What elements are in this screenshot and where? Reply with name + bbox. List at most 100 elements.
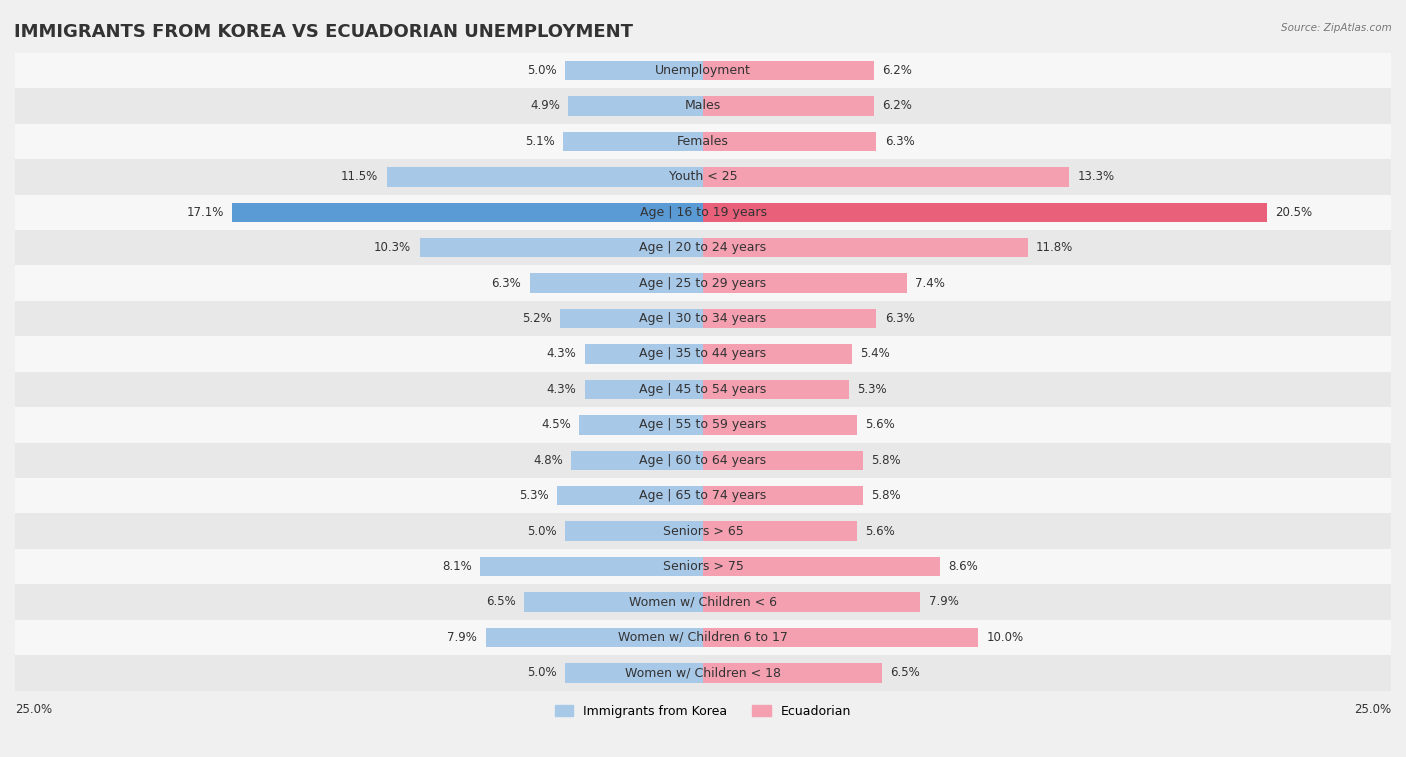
Text: Women w/ Children < 6: Women w/ Children < 6 xyxy=(628,596,778,609)
Bar xyxy=(703,238,1028,257)
Text: 5.3%: 5.3% xyxy=(858,383,887,396)
Text: 11.8%: 11.8% xyxy=(1036,241,1073,254)
Bar xyxy=(15,478,1391,513)
Bar xyxy=(565,663,703,683)
Text: 6.3%: 6.3% xyxy=(884,312,914,325)
Text: 5.8%: 5.8% xyxy=(870,489,900,502)
Bar xyxy=(524,592,703,612)
Text: 4.3%: 4.3% xyxy=(547,383,576,396)
Text: Age | 30 to 34 years: Age | 30 to 34 years xyxy=(640,312,766,325)
Bar xyxy=(703,380,849,399)
Bar xyxy=(703,415,858,435)
Bar xyxy=(703,273,907,293)
Text: 5.1%: 5.1% xyxy=(524,135,554,148)
Text: 5.6%: 5.6% xyxy=(865,419,896,431)
Text: Age | 55 to 59 years: Age | 55 to 59 years xyxy=(640,419,766,431)
Text: Males: Males xyxy=(685,99,721,113)
Text: Youth < 25: Youth < 25 xyxy=(669,170,737,183)
Bar xyxy=(387,167,703,186)
Text: 10.3%: 10.3% xyxy=(374,241,412,254)
Bar xyxy=(585,380,703,399)
Bar xyxy=(703,61,873,80)
Bar xyxy=(571,450,703,470)
Text: 6.5%: 6.5% xyxy=(486,596,516,609)
Bar xyxy=(15,159,1391,195)
Bar xyxy=(703,309,876,329)
Bar xyxy=(703,96,873,116)
Text: 4.3%: 4.3% xyxy=(547,347,576,360)
Bar xyxy=(15,620,1391,655)
Bar xyxy=(703,167,1069,186)
Text: 6.5%: 6.5% xyxy=(890,666,920,679)
Bar xyxy=(479,557,703,576)
Bar xyxy=(703,486,863,506)
Bar xyxy=(15,549,1391,584)
Text: 7.4%: 7.4% xyxy=(915,276,945,290)
Bar xyxy=(485,628,703,647)
Text: Age | 45 to 54 years: Age | 45 to 54 years xyxy=(640,383,766,396)
Bar xyxy=(15,195,1391,230)
Bar xyxy=(15,89,1391,123)
Text: Age | 60 to 64 years: Age | 60 to 64 years xyxy=(640,453,766,467)
Text: 5.8%: 5.8% xyxy=(870,453,900,467)
Bar xyxy=(585,344,703,363)
Text: IMMIGRANTS FROM KOREA VS ECUADORIAN UNEMPLOYMENT: IMMIGRANTS FROM KOREA VS ECUADORIAN UNEM… xyxy=(14,23,633,41)
Bar xyxy=(703,522,858,541)
Bar xyxy=(562,132,703,151)
Text: 5.0%: 5.0% xyxy=(527,525,557,537)
Text: 7.9%: 7.9% xyxy=(447,631,477,644)
Text: 4.8%: 4.8% xyxy=(533,453,562,467)
Bar xyxy=(703,628,979,647)
Bar xyxy=(419,238,703,257)
Bar xyxy=(15,230,1391,266)
Bar xyxy=(703,132,876,151)
Bar xyxy=(703,592,921,612)
Text: 11.5%: 11.5% xyxy=(342,170,378,183)
Bar xyxy=(703,663,882,683)
Text: 5.2%: 5.2% xyxy=(522,312,551,325)
Text: Women w/ Children < 18: Women w/ Children < 18 xyxy=(626,666,780,679)
Text: 25.0%: 25.0% xyxy=(1354,703,1391,716)
Bar xyxy=(703,203,1267,222)
Text: Age | 65 to 74 years: Age | 65 to 74 years xyxy=(640,489,766,502)
Text: 4.5%: 4.5% xyxy=(541,419,571,431)
Bar xyxy=(703,557,939,576)
Text: 6.3%: 6.3% xyxy=(492,276,522,290)
Bar xyxy=(568,96,703,116)
Legend: Immigrants from Korea, Ecuadorian: Immigrants from Korea, Ecuadorian xyxy=(550,699,856,723)
Text: 5.6%: 5.6% xyxy=(865,525,896,537)
Bar xyxy=(232,203,703,222)
Text: 8.6%: 8.6% xyxy=(948,560,977,573)
Bar xyxy=(565,61,703,80)
Bar xyxy=(560,309,703,329)
Bar xyxy=(15,372,1391,407)
Bar xyxy=(15,53,1391,89)
Text: 25.0%: 25.0% xyxy=(15,703,52,716)
Bar xyxy=(565,522,703,541)
Bar xyxy=(15,123,1391,159)
Bar xyxy=(579,415,703,435)
Text: 20.5%: 20.5% xyxy=(1275,206,1313,219)
Bar xyxy=(15,266,1391,301)
Bar xyxy=(15,513,1391,549)
Text: 10.0%: 10.0% xyxy=(987,631,1024,644)
Bar xyxy=(530,273,703,293)
Bar xyxy=(15,443,1391,478)
Text: Unemployment: Unemployment xyxy=(655,64,751,77)
Bar xyxy=(15,407,1391,443)
Bar xyxy=(557,486,703,506)
Bar xyxy=(15,655,1391,690)
Text: 8.1%: 8.1% xyxy=(441,560,472,573)
Bar xyxy=(15,336,1391,372)
Text: 6.2%: 6.2% xyxy=(882,99,911,113)
Text: 13.3%: 13.3% xyxy=(1077,170,1115,183)
Text: Females: Females xyxy=(678,135,728,148)
Text: Seniors > 65: Seniors > 65 xyxy=(662,525,744,537)
Bar xyxy=(703,344,852,363)
Text: 6.2%: 6.2% xyxy=(882,64,911,77)
Text: Age | 16 to 19 years: Age | 16 to 19 years xyxy=(640,206,766,219)
Text: Women w/ Children 6 to 17: Women w/ Children 6 to 17 xyxy=(619,631,787,644)
Bar xyxy=(15,301,1391,336)
Text: 5.0%: 5.0% xyxy=(527,64,557,77)
Text: 5.4%: 5.4% xyxy=(860,347,890,360)
